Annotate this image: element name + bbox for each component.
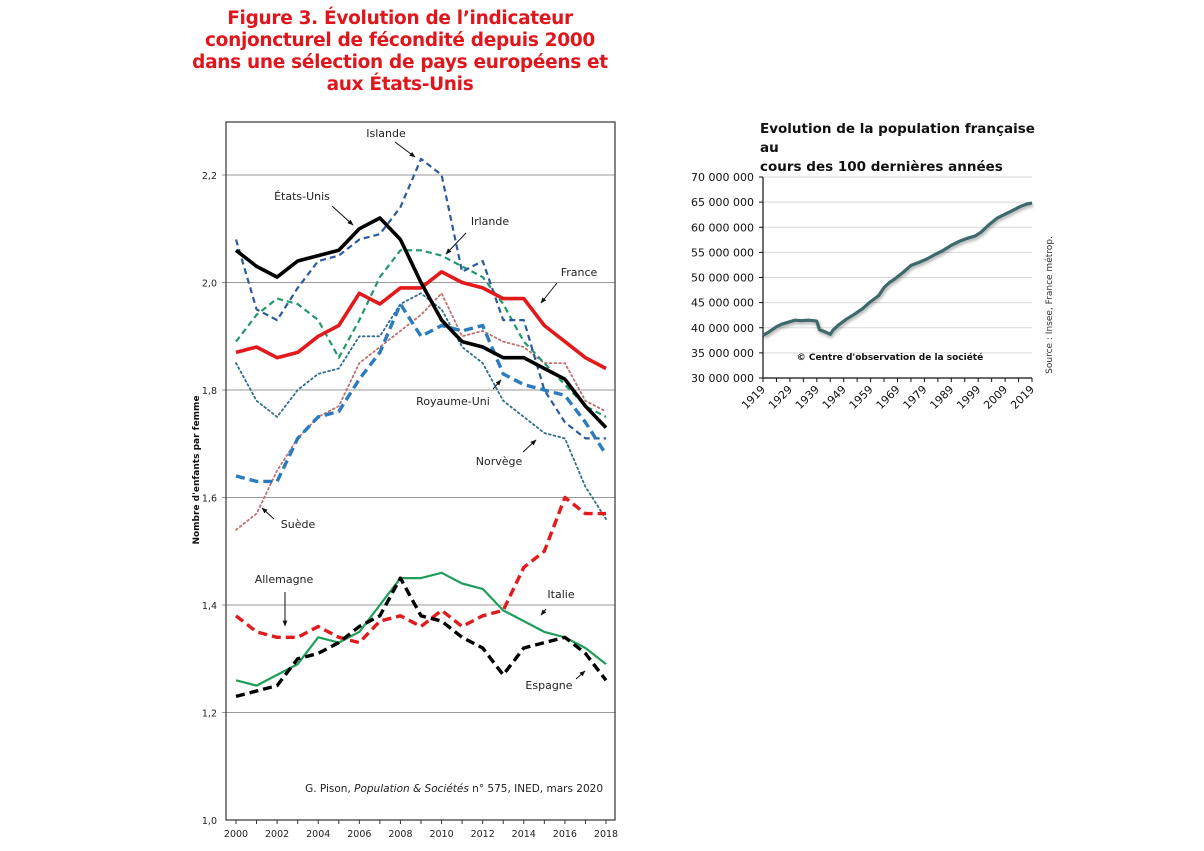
source-author: G. Pison, — [305, 783, 354, 795]
y-tick-label: 2,2 — [202, 171, 217, 182]
right-chart-title-line-1: Evolution de la population française au — [760, 121, 1035, 156]
series-line-royaume-uni — [235, 302, 608, 484]
x-tick-label: 2010 — [429, 829, 453, 840]
annotation-label: France — [561, 266, 598, 279]
x-tick-label: 2006 — [347, 829, 371, 840]
source-journal: Population & Sociétés — [354, 783, 469, 795]
annotation-arrow-icon — [331, 205, 354, 226]
annotation-label: Espagne — [525, 679, 572, 692]
annotation-label: Islande — [366, 127, 406, 140]
x-tick-label: 2016 — [553, 829, 577, 840]
annotation-allemagne: Allemagne — [255, 573, 314, 627]
right-chart-title-line-2: cours des 100 dernières années — [760, 159, 1003, 175]
series-line-italie — [235, 571, 607, 687]
annotation-arrow-icon — [445, 232, 467, 255]
source-rest: n° 575, INED, mars 2020 — [469, 783, 603, 795]
source-note: G. Pison, Population & Sociétés n° 575, … — [305, 783, 603, 795]
series-line--tats-unis — [234, 216, 608, 429]
annotation-royaume-uni: Royaume-Uni — [416, 379, 502, 408]
annotation-arrow-icon — [540, 282, 558, 304]
y-tick-label: 1,2 — [202, 709, 217, 720]
left-chart-title: Figure 3. Évolution de l’indicateur conj… — [192, 8, 608, 95]
annotation-arrow-icon — [261, 507, 275, 520]
series-line-espagne — [235, 576, 608, 699]
x-tick-label: 2012 — [471, 829, 495, 840]
series-line-islande — [234, 157, 606, 440]
annotation-label: Allemagne — [255, 573, 314, 586]
annotation--tats-unis: États-Unis — [274, 190, 354, 226]
x-tick-label: 2004 — [306, 829, 330, 840]
annotation-islande: Islande — [366, 127, 416, 158]
y-tick-label: 1,6 — [202, 494, 217, 505]
x-tick-label: 2000 — [224, 829, 248, 840]
annotation-arrow-icon — [540, 608, 547, 616]
annotation-label: Royaume-Uni — [416, 395, 490, 408]
annotation-arrow-icon — [522, 439, 537, 453]
annotation-espagne: Espagne — [525, 670, 586, 692]
annotation-norv-ge: Norvège — [476, 439, 537, 468]
annotation-irlande: Irlande — [445, 215, 510, 255]
x-tick-label: 2008 — [388, 829, 412, 840]
y-axis-label: Nombre d'enfants par femme — [192, 395, 202, 544]
y-tick-label: 1,4 — [202, 601, 217, 612]
y-tick-label: 2,0 — [202, 279, 217, 290]
series-line-france — [235, 269, 607, 371]
y-tick-label: 1,8 — [202, 386, 217, 397]
annotation-arrow-icon — [492, 379, 502, 390]
x-tick-label: 2018 — [594, 829, 618, 840]
annotation-italie: Italie — [540, 588, 575, 616]
annotation-france: France — [540, 266, 598, 304]
annotation-arrow-icon — [394, 141, 416, 158]
x-tick-label: 2002 — [265, 829, 289, 840]
annotation-label: Suède — [281, 518, 316, 531]
y-tick-label: 1,0 — [202, 816, 217, 827]
series-line-allemagne — [234, 495, 606, 645]
series-line-norv-ge — [235, 292, 607, 520]
x-tick-label: 2014 — [512, 829, 536, 840]
annotation-label: Irlande — [471, 215, 510, 228]
plot-frame — [225, 121, 616, 821]
annotation-label: Norvège — [476, 455, 523, 468]
right-chart-title: Evolution de la population française au … — [760, 120, 1040, 177]
annotation-label: Italie — [547, 588, 574, 601]
annotation-arrow-icon — [575, 670, 586, 680]
annotation-su-de: Suède — [261, 507, 316, 531]
annotation-label: États-Unis — [274, 190, 330, 203]
series-line-irlande — [235, 249, 607, 418]
